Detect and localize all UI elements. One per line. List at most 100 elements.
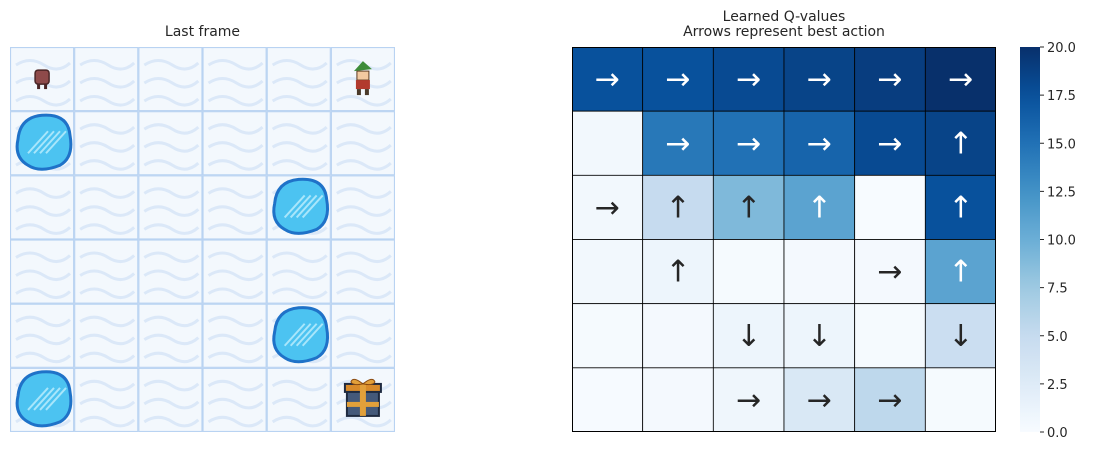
frame-title: Last frame	[164, 24, 241, 40]
heatmap-cell	[924, 303, 996, 369]
heatmap-cell	[572, 303, 644, 369]
best-action-arrow: ↓	[948, 319, 973, 354]
tile-stool	[10, 47, 75, 112]
tile-frozen	[266, 367, 331, 432]
heatmap-cell	[712, 239, 785, 305]
heatmap-cell	[783, 239, 856, 305]
tile-hole	[266, 175, 331, 240]
best-action-arrow: →	[736, 383, 761, 418]
heatmap-subtitle: Arrows represent best action	[683, 24, 885, 40]
heatmap-cell	[854, 367, 926, 432]
tile-frozen	[138, 47, 203, 112]
tile-frozen	[74, 303, 139, 368]
colorbar-tick-label: 0.0	[1047, 426, 1068, 440]
heatmap-cell	[712, 110, 785, 176]
best-action-arrow: →	[877, 383, 902, 418]
heatmap-cell	[642, 174, 714, 240]
q-value-heatmap: → → → → → → → → → → ↑ → ↑ ↑ ↑ ↑ ↑ → ↑ ↓ ↓ ↓ → → →	[572, 47, 996, 432]
colorbar-tick-label: 10.0	[1047, 234, 1076, 249]
heatmap-cell	[924, 47, 996, 112]
tile-frozen	[202, 47, 267, 112]
heatmap-cell	[924, 174, 996, 240]
heatmap-cell	[712, 47, 785, 112]
tile-frozen	[266, 239, 331, 304]
tile-frozen	[74, 239, 139, 304]
tile-hole	[10, 367, 75, 432]
colorbar-gradient	[1020, 47, 1040, 432]
tile-frozen	[138, 367, 203, 432]
tile-frozen	[202, 367, 267, 432]
heatmap-cell	[924, 367, 996, 432]
colorbar-tick-label: 17.5	[1047, 89, 1076, 104]
heatmap-cell	[712, 367, 785, 432]
heatmap-cell	[854, 239, 926, 305]
heatmap-cell	[783, 367, 856, 432]
tile-frozen	[266, 111, 331, 176]
tile-frozen	[202, 111, 267, 176]
tile-frozen	[330, 175, 395, 240]
best-action-arrow: →	[948, 62, 973, 97]
heatmap-cell	[783, 174, 856, 240]
best-action-arrow: ↓	[736, 319, 761, 354]
heatmap-cell	[572, 367, 644, 432]
tile-hole	[266, 303, 331, 368]
best-action-arrow: ↑	[665, 255, 690, 290]
best-action-arrow: ↑	[665, 190, 690, 225]
best-action-arrow: ↑	[948, 255, 973, 290]
tile-frozen	[202, 175, 267, 240]
best-action-arrow: ↑	[807, 190, 832, 225]
best-action-arrow: →	[595, 190, 620, 225]
colorbar-tick-label: 7.5	[1047, 282, 1068, 297]
heatmap-cell	[854, 174, 926, 240]
best-action-arrow: ↑	[948, 190, 973, 225]
heatmap-cell	[572, 47, 644, 112]
tile-frozen	[10, 303, 75, 368]
heatmap-cell	[854, 110, 926, 176]
tile-frozen	[138, 239, 203, 304]
colorbar: 0.0 2.5 5.0 7.5 10.0 12.5 15.0 17.5 20.0	[1020, 41, 1076, 440]
tile-frozen	[330, 239, 395, 304]
heatmap-cell	[642, 303, 714, 369]
best-action-arrow: →	[877, 126, 902, 161]
best-action-arrow: →	[807, 62, 832, 97]
tile-elf	[330, 47, 395, 112]
tile-frozen	[202, 303, 267, 368]
colorbar-tick-label: 5.0	[1047, 330, 1068, 345]
heatmap-cell	[783, 47, 856, 112]
tile-frozen	[266, 47, 331, 112]
heatmap-cell	[572, 110, 644, 176]
best-action-arrow: ↓	[807, 319, 832, 354]
heatmap-cell	[712, 174, 785, 240]
heatmap-title: Learned Q-values	[722, 9, 846, 25]
best-action-arrow: →	[807, 126, 832, 161]
best-action-arrow: →	[807, 383, 832, 418]
heatmap-cell	[572, 239, 644, 305]
heatmap-cell	[924, 110, 996, 176]
heatmap-cell	[783, 303, 856, 369]
heatmap-cell	[642, 367, 714, 432]
tile-hole	[10, 111, 75, 176]
colorbar-tick-label: 2.5	[1047, 378, 1068, 393]
best-action-arrow: →	[877, 62, 902, 97]
heatmap-cell	[854, 303, 926, 369]
best-action-arrow: →	[595, 62, 620, 97]
tile-frozen	[138, 303, 203, 368]
frozen-lake-frame	[10, 47, 395, 432]
best-action-arrow: ↑	[736, 190, 761, 225]
best-action-arrow: →	[736, 62, 761, 97]
best-action-arrow: →	[665, 62, 690, 97]
tile-frozen	[74, 47, 139, 112]
colorbar-tick-label: 15.0	[1047, 137, 1076, 152]
tile-frozen	[10, 239, 75, 304]
tile-frozen	[74, 367, 139, 432]
tile-frozen	[74, 111, 139, 176]
colorbar-tick-label: 20.0	[1047, 41, 1076, 56]
tile-frozen	[202, 239, 267, 304]
tile-goal	[330, 367, 395, 432]
tile-frozen	[330, 303, 395, 368]
best-action-arrow: ↑	[948, 126, 973, 161]
tile-frozen	[330, 111, 395, 176]
tile-frozen	[74, 175, 139, 240]
tile-frozen	[138, 175, 203, 240]
colorbar-tick-label: 12.5	[1047, 185, 1076, 200]
